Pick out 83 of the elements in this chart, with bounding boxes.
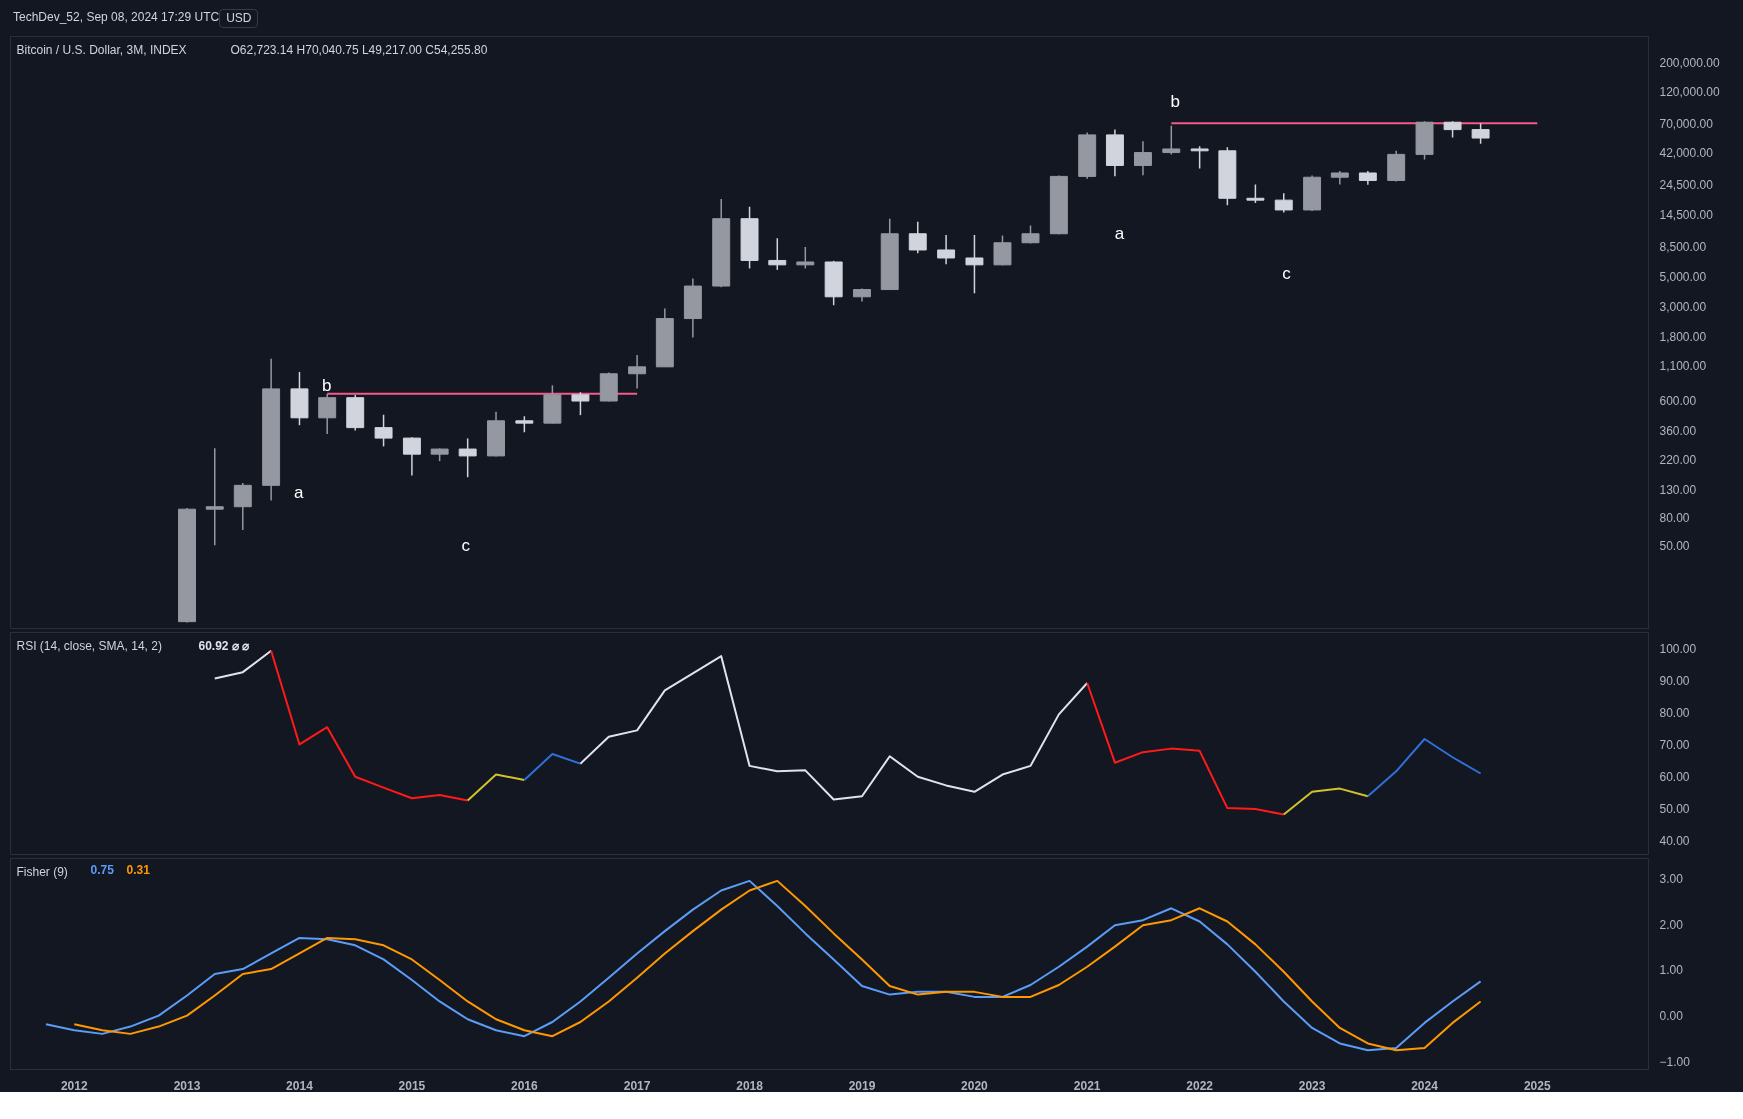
candlestick bbox=[1246, 183, 1265, 204]
x-tick-label: 2025 bbox=[1523, 1078, 1551, 1093]
candlestick bbox=[908, 221, 927, 254]
candlestick bbox=[796, 246, 815, 270]
candlestick bbox=[993, 234, 1012, 267]
x-tick-label: 2014 bbox=[286, 1078, 314, 1093]
line-series bbox=[270, 649, 469, 802]
y-tick-label: 600.00 bbox=[1659, 394, 1697, 409]
candlestick bbox=[768, 237, 787, 271]
y-tick-label: 8,500.00 bbox=[1659, 239, 1707, 254]
x-tick-label: 2018 bbox=[736, 1078, 764, 1093]
candlestick bbox=[374, 414, 393, 448]
annotation: 0.75 bbox=[90, 862, 115, 877]
candlestick bbox=[458, 437, 477, 478]
candlestick bbox=[937, 234, 956, 266]
y-tick-label: 130.00 bbox=[1659, 483, 1697, 498]
text: O62,723.14 H70,040.75 L49,217.00 C54,255.80 bbox=[230, 42, 488, 57]
y-tick-label: 50.00 bbox=[1659, 538, 1690, 553]
y-tick-label: 80.00 bbox=[1659, 511, 1690, 526]
x-tick-label: 2019 bbox=[848, 1078, 876, 1093]
x-tick-label: 2015 bbox=[398, 1078, 426, 1093]
text: TechDev_52, Sep 08, 2024 17:29 UTC bbox=[13, 9, 220, 26]
y-axis-title: USD bbox=[219, 9, 259, 29]
annotation: a bbox=[1114, 224, 1125, 244]
candlestick bbox=[205, 447, 224, 547]
annotation: b bbox=[321, 376, 332, 396]
candlestick bbox=[1471, 122, 1490, 145]
y-tick-label: 100.00 bbox=[1659, 641, 1697, 656]
y-tick-label: 60.00 bbox=[1659, 769, 1690, 784]
y-tick-label: 90.00 bbox=[1659, 673, 1690, 688]
candlestick bbox=[1162, 124, 1181, 156]
y-tick-label: 120,000.00 bbox=[1659, 85, 1720, 100]
candlestick bbox=[402, 436, 421, 477]
y-tick-label: 50.00 bbox=[1659, 801, 1690, 816]
text: Bitcoin / U.S. Dollar, 3M, INDEX bbox=[16, 42, 187, 57]
candlestick bbox=[1274, 192, 1293, 214]
candlestick bbox=[965, 234, 984, 295]
y-tick-label: −1.00 bbox=[1659, 1054, 1691, 1069]
x-tick-label: 2016 bbox=[511, 1078, 539, 1093]
y-tick-label: 80.00 bbox=[1659, 705, 1690, 720]
x-tick-label: 2024 bbox=[1411, 1078, 1439, 1093]
x-tick-label: 2021 bbox=[1073, 1078, 1101, 1093]
line-series bbox=[1282, 787, 1369, 816]
y-tick-label: 220.00 bbox=[1659, 452, 1697, 467]
annotation: 60.92 ⌀ ⌀ bbox=[198, 638, 251, 653]
annotation: c bbox=[1282, 263, 1292, 283]
y-tick-label: 360.00 bbox=[1659, 423, 1697, 438]
y-tick-label: 24,500.00 bbox=[1659, 177, 1714, 192]
line-series bbox=[1366, 738, 1482, 798]
x-tick-label: 2023 bbox=[1298, 1078, 1326, 1093]
candlestick bbox=[233, 482, 252, 531]
x-tick-label: 2020 bbox=[961, 1078, 989, 1093]
annotation: b bbox=[1170, 92, 1180, 112]
y-tick-label: 42,000.00 bbox=[1659, 146, 1714, 161]
y-tick-label: 1,100.00 bbox=[1659, 358, 1707, 373]
x-tick-label: 2013 bbox=[173, 1078, 201, 1093]
line-series bbox=[1086, 682, 1285, 816]
annotation: c bbox=[461, 536, 471, 556]
y-tick-label: 200,000.00 bbox=[1659, 55, 1720, 70]
text: RSI (14, close, SMA, 14, 2) bbox=[16, 638, 162, 653]
text: Fisher (9) bbox=[16, 864, 68, 879]
annotation: 0.31 bbox=[126, 862, 151, 877]
candlestick bbox=[1190, 145, 1209, 170]
x-tick-label: 2022 bbox=[1186, 1078, 1214, 1093]
annotation: a bbox=[294, 482, 305, 502]
y-tick-label: 2.00 bbox=[1659, 917, 1684, 932]
y-tick-label: 0.00 bbox=[1659, 1009, 1684, 1024]
x-tick-label: 2017 bbox=[623, 1078, 651, 1093]
y-tick-label: 70.00 bbox=[1659, 737, 1690, 752]
y-tick-label: 14,500.00 bbox=[1659, 208, 1714, 223]
y-tick-label: 70,000.00 bbox=[1659, 116, 1714, 131]
line-series bbox=[579, 655, 1089, 801]
candlestick bbox=[318, 393, 337, 435]
y-tick-label: 1.00 bbox=[1659, 963, 1684, 978]
candlestick bbox=[571, 391, 590, 416]
y-tick-label: 5,000.00 bbox=[1659, 270, 1707, 285]
x-tick-label: 2012 bbox=[60, 1078, 88, 1093]
candlestick bbox=[628, 354, 647, 390]
y-tick-label: 1,800.00 bbox=[1659, 330, 1707, 345]
y-tick-label: 40.00 bbox=[1659, 833, 1690, 848]
y-tick-label: 3.00 bbox=[1659, 872, 1684, 887]
y-tick-label: 3,000.00 bbox=[1659, 300, 1707, 315]
candlestick bbox=[1133, 140, 1152, 177]
